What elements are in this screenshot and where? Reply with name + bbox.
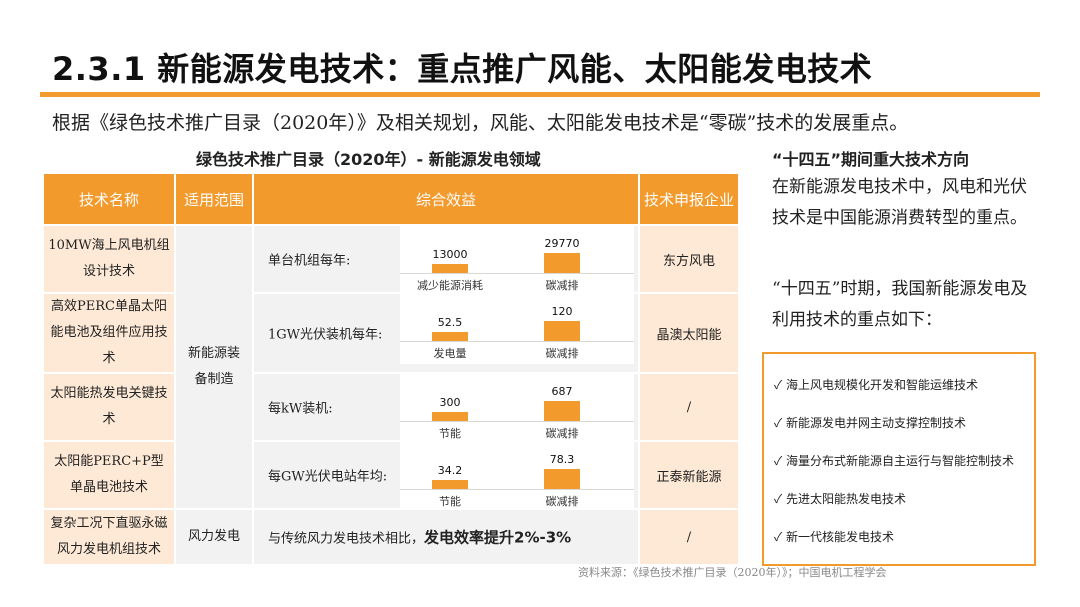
company-cell: 晶澳太阳能 xyxy=(638,292,740,374)
data-label: 687 xyxy=(551,385,573,398)
mini-bar-chart: 34.2 节能 78.3 碳减排 xyxy=(400,442,634,512)
right-paragraph-2: “十四五”时期，我国新能源发电及利用技术的重点如下： xyxy=(772,279,1028,330)
data-label: 13000 xyxy=(432,248,468,261)
scope-cell: 新能源装备制造 xyxy=(174,224,254,510)
efficiency-text: 与传统风力发电技术相比，发电效率提升2%-3% xyxy=(268,528,572,547)
scope-cell: 风力发电 xyxy=(174,508,254,566)
mini-bar-chart: 13000 减少能源消耗 29770 碳减排 xyxy=(400,226,634,296)
benefit-label: 1GW光伏装机每年: xyxy=(268,327,383,343)
data-label: 29770 xyxy=(544,237,580,250)
company-cell: 正泰新能源 xyxy=(638,440,740,510)
chart-bar xyxy=(544,469,580,489)
table-row: 太阳能PERC+P型单晶电池技术 每GW光伏电站年均: 34.2 节能 78.3 碳减… xyxy=(42,440,740,512)
header-benefit: 综合效益 xyxy=(252,172,640,226)
mini-bar-chart: 52.5 发电量 120 碳减排 xyxy=(400,294,634,364)
table-caption: 绿色技术推广目录（2020年）- 新能源发电领域 xyxy=(196,150,541,169)
chart-baseline xyxy=(400,421,634,422)
category-label: 碳减排 xyxy=(545,279,579,292)
data-label: 78.3 xyxy=(549,453,575,466)
header-tech-name: 技术名称 xyxy=(42,172,176,226)
data-label: 34.2 xyxy=(437,464,463,477)
chart-bar xyxy=(544,253,580,273)
mini-bar-chart: 300 节能 687 碳减排 xyxy=(400,374,634,444)
benefit-cell: 每GW光伏电站年均: 34.2 节能 78.3 碳减排 xyxy=(252,440,640,512)
table-row: 太阳能热发电关键技术 每kW装机: 300 节能 687 碳减排 / xyxy=(42,372,740,444)
list-item: ✓ 新能源发电并网主动支撑控制技术 xyxy=(774,416,967,430)
list-item: ✓ 海上风电规模化开发和智能运维技术 xyxy=(774,378,979,392)
focus-list-box: ✓ 海上风电规模化开发和智能运维技术 ✓ 新能源发电并网主动支撑控制技术 ✓ 海… xyxy=(762,352,1036,566)
company-cell: / xyxy=(638,372,740,442)
header-company: 技术申报企业 xyxy=(638,172,740,226)
right-paragraph-1: 在新能源发电技术中，风电和光伏技术是中国能源消费转型的重点。 xyxy=(772,177,1027,228)
category-label: 碳减排 xyxy=(545,495,579,508)
chart-bar xyxy=(544,401,580,421)
table-row: 10MW海上风电机组设计技术 新能源装备制造 单台机组每年: 13000 减少能源… xyxy=(42,224,740,510)
title-underline xyxy=(40,92,1040,97)
efficiency-highlight: 发电效率提升2%-3% xyxy=(424,528,572,547)
category-label: 碳减排 xyxy=(545,427,579,440)
category-label: 减少能源消耗 xyxy=(417,279,483,292)
chart-baseline xyxy=(400,489,634,490)
company-cell: / xyxy=(638,508,740,566)
data-label: 300 xyxy=(439,396,461,409)
benefit-label: 单台机组每年: xyxy=(268,253,351,269)
company-cell: 东方风电 xyxy=(638,224,740,294)
category-label: 碳减排 xyxy=(545,347,579,360)
chart-bar xyxy=(432,332,468,341)
tech-name-cell: 复杂工况下直驱永磁风力发电机组技术 xyxy=(42,508,176,566)
tech-name-cell: 太阳能热发电关键技术 xyxy=(42,372,176,442)
benefit-cell: 与传统风力发电技术相比，发电效率提升2%-3% xyxy=(252,508,640,566)
data-label: 52.5 xyxy=(437,316,463,329)
table-row: 高效PERC单晶太阳能电池及组件应用技术 1GW光伏装机每年: 52.5 发电量 1… xyxy=(42,292,740,374)
data-label: 120 xyxy=(551,305,573,318)
list-item: ✓ 先进太阳能热发电技术 xyxy=(774,492,907,506)
intro-text: 根据《绿色技术推广目录（2020年）》及相关规划，风能、太阳能发电技术是“零碳”… xyxy=(52,112,909,134)
right-heading: “十四五”期间重大技术方向 xyxy=(772,150,970,169)
chart-baseline xyxy=(400,341,634,342)
benefit-cell: 单台机组每年: 13000 减少能源消耗 29770 碳减排 xyxy=(252,224,640,296)
category-label: 节能 xyxy=(439,427,461,440)
chart-baseline xyxy=(400,273,634,274)
chart-bar xyxy=(432,480,468,489)
tech-name-cell: 10MW海上风电机组设计技术 xyxy=(42,224,176,294)
chart-bar xyxy=(432,264,468,273)
header-scope: 适用范围 xyxy=(174,172,254,226)
tech-name-cell: 高效PERC单晶太阳能电池及组件应用技术 xyxy=(42,292,176,374)
benefit-label: 每GW光伏电站年均: xyxy=(268,469,388,485)
tech-table: 技术名称 适用范围 综合效益 技术申报企业 10MW海上风电机组设计技术 新能源… xyxy=(42,172,740,566)
list-item: ✓ 海量分布式新能源自主运行与智能控制技术 xyxy=(774,454,1015,468)
source-note: 资料来源：《绿色技术推广目录（2020年）》；中国电机工程学会 xyxy=(578,566,887,579)
chart-bar xyxy=(432,412,468,421)
benefit-cell: 1GW光伏装机每年: 52.5 发电量 120 碳减排 xyxy=(252,292,640,374)
list-item: ✓ 新一代核能发电技术 xyxy=(774,530,895,544)
category-label: 发电量 xyxy=(433,347,467,360)
tech-name-cell: 太阳能PERC+P型单晶电池技术 xyxy=(42,440,176,510)
table-header-row: 技术名称 适用范围 综合效益 技术申报企业 xyxy=(42,172,740,226)
category-label: 节能 xyxy=(439,495,461,508)
benefit-cell: 每kW装机: 300 节能 687 碳减排 xyxy=(252,372,640,444)
benefit-label: 每kW装机: xyxy=(268,401,333,417)
chart-bar xyxy=(544,321,580,341)
page-title: 2.3.1 新能源发电技术：重点推广风能、太阳能发电技术 xyxy=(52,50,873,88)
table-row: 复杂工况下直驱永磁风力发电机组技术 风力发电 与传统风力发电技术相比，发电效率提… xyxy=(42,508,740,566)
